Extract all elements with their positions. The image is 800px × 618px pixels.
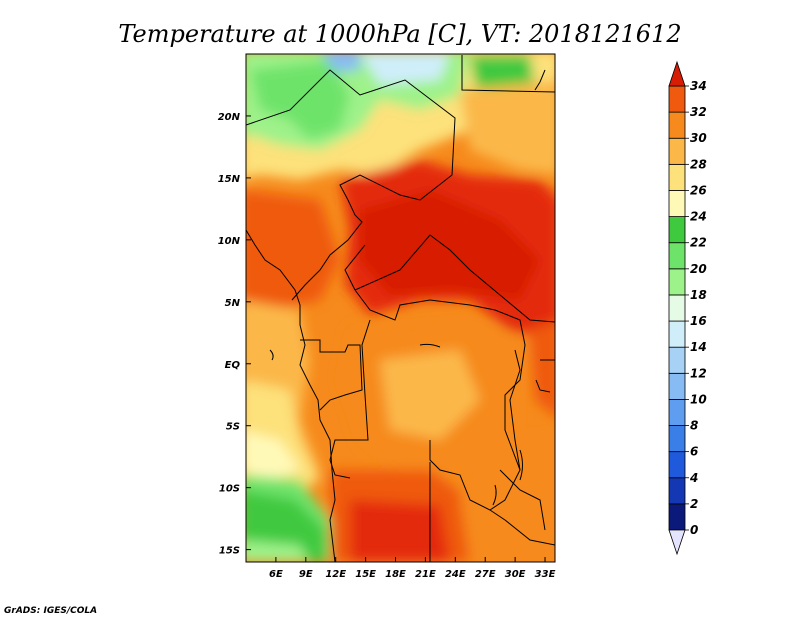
colorbar-segment bbox=[668, 372, 686, 400]
colorbar-label: 4 bbox=[689, 471, 698, 485]
colorbar-segment bbox=[668, 294, 686, 322]
colorbar-segment bbox=[668, 320, 686, 348]
colorbar-label: 0 bbox=[690, 523, 698, 537]
colorbar-segment bbox=[668, 242, 686, 270]
x-tick-label: 21E bbox=[415, 569, 436, 580]
y-tick-label: 15N bbox=[218, 174, 241, 185]
colorbar-segment bbox=[668, 137, 686, 165]
colorbar-label: 16 bbox=[690, 314, 707, 328]
y-tick-label: EQ bbox=[225, 360, 241, 371]
y-tick-label: 10N bbox=[218, 236, 241, 247]
credit-label: GrADS: IGES/COLA bbox=[4, 606, 97, 616]
colorbar-label: 22 bbox=[690, 236, 707, 250]
colorbar-label: 24 bbox=[690, 210, 707, 224]
colorbar-segment bbox=[668, 216, 686, 244]
x-tick-label: 30E bbox=[505, 569, 526, 580]
y-tick-label: 20N bbox=[218, 112, 241, 123]
x-tick-label: 12E bbox=[325, 569, 346, 580]
colorbar-label: 18 bbox=[690, 288, 707, 302]
x-tick-label: 27E bbox=[475, 569, 496, 580]
colorbar-label: 32 bbox=[690, 105, 707, 119]
colorbar-segment bbox=[668, 425, 686, 453]
x-tick-label: 9E bbox=[299, 569, 313, 580]
x-tick-label: 24E bbox=[445, 569, 466, 580]
colorbar-segment bbox=[668, 399, 686, 426]
colorbar-label: 28 bbox=[690, 157, 707, 171]
x-tick-label: 6E bbox=[269, 569, 283, 580]
colorbar-label: 26 bbox=[690, 183, 707, 197]
colorbar-segment bbox=[668, 503, 686, 531]
colorbar-under-arrow bbox=[668, 529, 686, 556]
y-axis-ticks: 20N 15N 10N 5N EQ 5S 10S 15S bbox=[218, 112, 251, 557]
x-axis-ticks: 6E 9E 12E 15E 18E 21E 24E 27E 30E 33E bbox=[269, 557, 556, 580]
colorbar-segment bbox=[668, 268, 686, 296]
colorbar-label: 14 bbox=[690, 340, 707, 354]
x-tick-label: 15E bbox=[355, 569, 376, 580]
colorbar-label: 12 bbox=[690, 366, 707, 380]
colorbar-segment bbox=[668, 451, 686, 479]
colorbar-label: 20 bbox=[690, 262, 707, 276]
colorbar-segment bbox=[668, 346, 686, 374]
colorbar-label: 10 bbox=[690, 392, 707, 406]
x-tick-label: 18E bbox=[385, 569, 406, 580]
y-tick-label: 10S bbox=[219, 484, 240, 495]
colorbar-label: 8 bbox=[690, 419, 698, 433]
y-tick-label: 5N bbox=[225, 298, 241, 309]
colorbar-segment bbox=[668, 85, 686, 113]
map-title: Temperature at 1000hPa [C], VT: 20181216… bbox=[118, 20, 681, 48]
colorbar-label: 2 bbox=[690, 497, 698, 511]
colorbar-segment bbox=[668, 190, 686, 217]
y-tick-label: 5S bbox=[226, 422, 240, 433]
map-panel bbox=[245, 53, 556, 563]
y-tick-label: 15S bbox=[219, 546, 240, 557]
colorbar-label: 34 bbox=[690, 79, 707, 93]
temperature-field bbox=[246, 54, 555, 562]
colorbar-segment bbox=[668, 111, 686, 139]
colorbar-over-arrow bbox=[668, 60, 686, 87]
country-borders bbox=[246, 55, 555, 562]
colorbar-label: 6 bbox=[690, 445, 698, 459]
colorbar-segment bbox=[668, 477, 686, 505]
colorbar-segment bbox=[668, 163, 686, 191]
colorbar-label: 30 bbox=[690, 131, 707, 145]
x-tick-label: 33E bbox=[535, 569, 556, 580]
